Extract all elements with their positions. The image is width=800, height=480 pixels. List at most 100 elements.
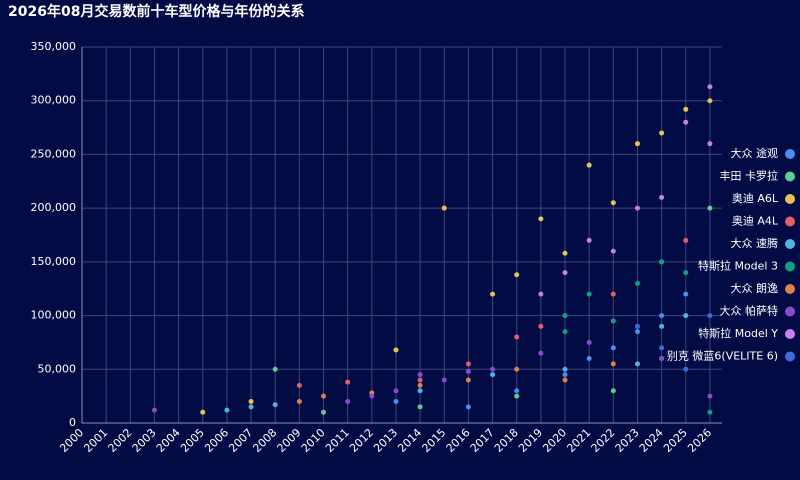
legend-label: 特斯拉 Model Y [698, 326, 778, 340]
y-tick-label: 0 [69, 416, 76, 429]
point [659, 323, 665, 329]
point [248, 399, 254, 405]
point [465, 368, 471, 374]
point [393, 347, 399, 353]
x-tick-label: 2002 [106, 426, 135, 455]
point [538, 323, 544, 329]
y-tick-label: 350,000 [31, 40, 77, 53]
point [465, 361, 471, 367]
point [151, 407, 157, 413]
point [417, 404, 423, 410]
point [634, 323, 640, 329]
point [659, 259, 665, 265]
legend-label: 别克 微蓝6(VELITE 6) [667, 349, 778, 363]
legend-label: 奥迪 A4L [732, 214, 779, 228]
point [272, 402, 278, 408]
point [707, 98, 713, 104]
point [683, 270, 689, 276]
point [321, 393, 327, 399]
point [659, 356, 665, 362]
x-tick-label: 2017 [468, 426, 497, 455]
legend-label: 特斯拉 Model 3 [698, 259, 778, 273]
legend-marker [785, 306, 795, 317]
x-tick-label: 2010 [299, 426, 328, 455]
point [610, 361, 616, 367]
point [562, 366, 568, 372]
legend-label: 丰田 卡罗拉 [720, 169, 779, 183]
legend-label: 大众 途观 [731, 146, 779, 160]
legend-marker [785, 194, 795, 204]
point [441, 205, 447, 211]
x-tick-label: 2023 [613, 426, 642, 455]
point [538, 291, 544, 297]
legend-marker [785, 171, 795, 182]
legend-marker [785, 216, 795, 227]
point [659, 130, 665, 136]
legend-label: 大众 速腾 [731, 236, 779, 250]
point [514, 393, 520, 399]
x-tick-label: 2015 [420, 426, 449, 455]
point [683, 313, 689, 319]
point [562, 377, 568, 383]
point [659, 345, 665, 351]
point [586, 162, 592, 168]
point [659, 313, 665, 319]
point [393, 399, 399, 405]
point [296, 399, 302, 405]
point [562, 313, 568, 319]
x-tick-label: 2001 [81, 426, 110, 455]
x-tick-label: 2022 [589, 426, 618, 455]
point [538, 350, 544, 356]
point [634, 205, 640, 211]
point [683, 237, 689, 243]
legend-marker [785, 239, 795, 249]
point [514, 366, 520, 372]
x-tick-label: 2011 [323, 426, 352, 455]
x-tick-label: 2026 [685, 426, 714, 455]
point [514, 388, 520, 394]
point [683, 291, 689, 297]
y-tick-label: 150,000 [31, 255, 77, 268]
x-tick-label: 2004 [154, 426, 183, 455]
point [562, 270, 568, 276]
x-tick-label: 2008 [250, 426, 279, 455]
legend-label: 大众 帕萨特 [720, 304, 779, 318]
x-tick-label: 2021 [564, 426, 593, 455]
x-tick-label: 2000 [57, 426, 86, 455]
y-tick-label: 300,000 [31, 94, 77, 107]
y-tick-label: 200,000 [31, 201, 77, 214]
point [707, 84, 713, 90]
point [634, 361, 640, 367]
point [393, 388, 399, 394]
point [538, 216, 544, 222]
point [345, 399, 351, 405]
point [514, 334, 520, 340]
point [610, 248, 616, 254]
point [634, 329, 640, 335]
legend-marker [785, 351, 795, 362]
point [610, 345, 616, 351]
point [321, 409, 327, 415]
x-tick-label: 2009 [275, 426, 304, 455]
point [707, 313, 713, 319]
point [610, 200, 616, 206]
x-tick-label: 2020 [540, 426, 569, 455]
x-tick-label: 2024 [637, 426, 666, 455]
point [417, 388, 423, 394]
legend-marker [785, 149, 795, 159]
point [417, 377, 423, 383]
point [562, 372, 568, 378]
point [683, 366, 689, 372]
x-tick-label: 2005 [178, 426, 207, 455]
x-tick-label: 2012 [347, 426, 376, 455]
point [707, 205, 713, 211]
point [659, 194, 665, 200]
point [610, 388, 616, 394]
y-tick-label: 100,000 [31, 309, 77, 322]
point [345, 379, 351, 385]
point [586, 356, 592, 362]
y-tick-label: 50,000 [38, 362, 77, 375]
point [465, 404, 471, 410]
x-tick-label: 2018 [492, 426, 521, 455]
